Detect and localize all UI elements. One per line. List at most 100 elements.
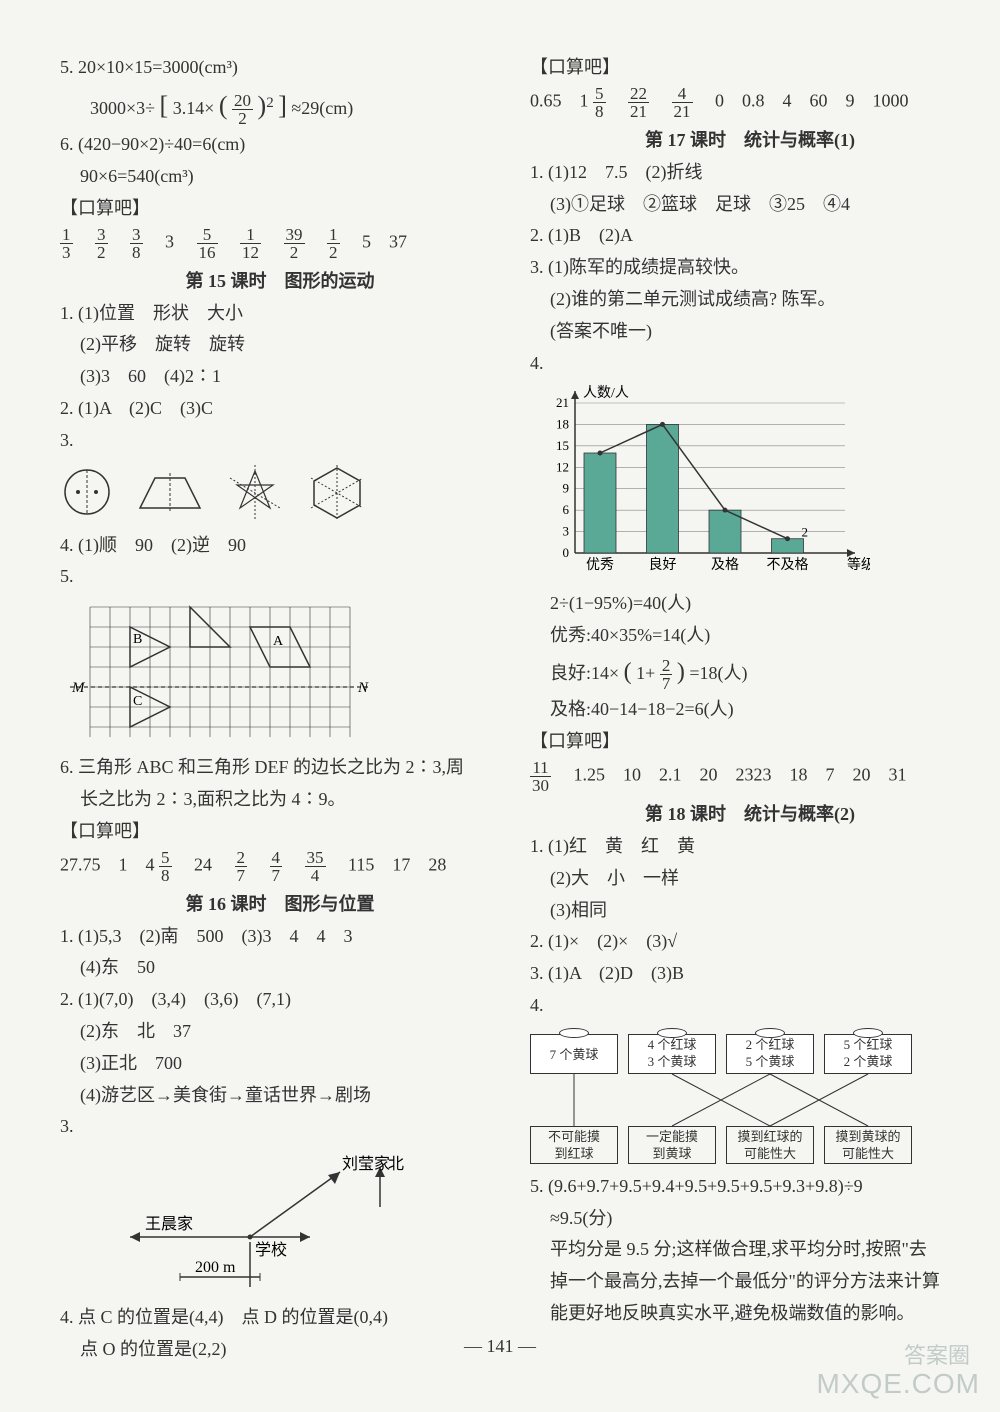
svg-text:不及格: 不及格	[767, 557, 809, 573]
l15-1-3: (3)3 60 (4)2∶1	[60, 362, 500, 391]
circle-icon	[60, 465, 115, 520]
l15-6b: 长之比为 2∶3,面积之比为 4∶9。	[60, 785, 500, 814]
fraction: 12	[327, 226, 340, 261]
svg-text:N: N	[357, 680, 369, 696]
fraction: 392	[284, 226, 305, 261]
l16-3: 3.	[60, 1112, 500, 1141]
svg-text:M: M	[71, 680, 86, 696]
l18-5b: ≈9.5(分)	[530, 1204, 970, 1233]
svg-text:良好: 良好	[649, 557, 677, 573]
fraction: 38	[130, 226, 143, 261]
fraction: 27	[660, 657, 673, 692]
l18-1-2: (2)大 小 一样	[530, 864, 970, 893]
heading-18: 第 18 课时 统计与概率(2)	[530, 800, 970, 826]
text: 24	[176, 854, 230, 874]
svg-text:A: A	[273, 634, 284, 649]
box-bot-2: 摸到红球的可能性大	[726, 1126, 814, 1164]
q5-line2: 3000×3÷ [ 3.14× ( 20 2 )2 ] ≈29(cm)	[60, 85, 500, 127]
text: 3.14×	[173, 98, 215, 118]
grid-diagram: M N B A C	[60, 597, 380, 747]
l16-2-3: (3)正北 700	[60, 1049, 500, 1078]
text: 5 37	[362, 231, 407, 251]
paren: )	[258, 91, 267, 120]
svg-text:15: 15	[556, 438, 569, 453]
svg-text:12: 12	[556, 460, 569, 475]
svg-text:B: B	[133, 632, 142, 647]
text: 良好:14×	[550, 663, 619, 683]
l15-6a: 6. 三角形 ABC 和三角形 DEF 的边长之比为 2∶3,周	[60, 753, 500, 782]
trapezoid-icon	[135, 468, 205, 518]
text: 27.75 1 4	[60, 854, 155, 874]
kousuan-label: 【口算吧】	[60, 817, 500, 846]
l17-4: 4.	[530, 349, 970, 378]
q6-line1: 6. (420−90×2)÷40=6(cm)	[60, 130, 500, 159]
watermark-cn: 答案圈	[904, 1338, 970, 1370]
box-bot-0: 不可能摸到红球	[530, 1126, 618, 1164]
compass-diagram: 刘莹家 北 王晨家 学校 200 m	[110, 1147, 410, 1297]
l16-2-1: 2. (1)(7,0) (3,4) (3,6) (7,1)	[60, 985, 500, 1014]
left-column: 5. 20×10×15=3000(cm³) 3000×3÷ [ 3.14× ( …	[60, 50, 500, 1367]
l16-2-4: (4)游艺区→美食街→童话世界→剧场	[60, 1081, 500, 1110]
l18-5a: 5. (9.6+9.7+9.5+9.4+9.5+9.5+9.5+9.3+9.8)…	[530, 1172, 970, 1201]
l17-calc4: 及格:40−14−18−2=6(人)	[530, 695, 970, 724]
l17-3-1: 3. (1)陈军的成绩提高较快。	[530, 253, 970, 282]
text: 0.65 1	[530, 90, 589, 110]
svg-text:2: 2	[802, 525, 809, 540]
l15-1-1: 1. (1)位置 形状 大小	[60, 299, 500, 328]
text: 0 0.8 4 60 9 1000	[697, 90, 909, 110]
paren: (	[624, 659, 632, 685]
svg-text:刘莹家: 刘莹家	[342, 1155, 390, 1173]
l18-5d: 掉一个最高分,去掉一个最低分"的评分方法来计算	[530, 1267, 970, 1296]
l18-4: 4.	[530, 991, 970, 1020]
svg-text:6: 6	[563, 503, 570, 518]
right-column: 【口算吧】 0.65 1 58 2221 421 0 0.8 4 60 9 10…	[530, 50, 970, 1367]
text: 3000×3÷	[90, 98, 155, 118]
heading-16: 第 16 课时 图形与位置	[60, 890, 500, 916]
l15-4: 4. (1)顺 90 (2)逆 90	[60, 531, 500, 560]
text: ≈29(cm)	[291, 98, 353, 118]
box-bot-1: 一定能摸到黄球	[628, 1126, 716, 1164]
text: 1+	[636, 663, 655, 683]
l17-1-1: 1. (1)12 7.5 (2)折线	[530, 158, 970, 187]
kousuan-label: 【口算吧】	[530, 53, 970, 82]
fraction: 516	[197, 226, 218, 261]
svg-text:学校: 学校	[255, 1241, 287, 1259]
fraction: 47	[270, 849, 283, 884]
text: 3	[165, 231, 174, 251]
fraction: 58	[159, 849, 172, 884]
svg-text:北: 北	[388, 1155, 404, 1173]
star-icon	[225, 463, 285, 523]
svg-text:C: C	[133, 694, 142, 709]
l18-2: 2. (1)× (2)× (3)√	[530, 927, 970, 956]
svg-text:王晨家: 王晨家	[145, 1215, 193, 1233]
shapes-row	[60, 463, 500, 523]
svg-text:等级: 等级	[847, 556, 870, 573]
ks3: 0.65 1 58 2221 421 0 0.8 4 60 9 1000	[530, 85, 970, 120]
bracket: ]	[278, 91, 287, 120]
fraction: 13	[60, 226, 73, 261]
ks2: 27.75 1 4 58 24 27 47 354 115 17 28	[60, 849, 500, 884]
svg-text:21: 21	[556, 395, 569, 410]
hexagon-icon	[305, 463, 370, 523]
heading-15: 第 15 课时 图形的运动	[60, 267, 500, 293]
l17-1-2: (3)①足球 ②篮球 足球 ③25 ④4	[530, 190, 970, 219]
heading-17: 第 17 课时 统计与概率(1)	[530, 126, 970, 152]
fraction: 1130	[530, 759, 551, 794]
l16-2-2: (2)东 北 37	[60, 1017, 500, 1046]
q5-line1: 5. 20×10×15=3000(cm³)	[60, 53, 500, 82]
fraction: 112	[240, 226, 261, 261]
l16-1-2: (4)东 50	[60, 953, 500, 982]
l17-calc3: 良好:14× ( 1+ 27 ) =18(人)	[530, 653, 970, 692]
bar-chart: 036912151821人数/人等级优秀良好及格不及格2	[530, 383, 870, 583]
fraction: 58	[593, 85, 606, 120]
text: 115 17 28	[330, 854, 446, 874]
svg-text:18: 18	[556, 417, 569, 432]
paren: )	[677, 659, 685, 685]
l16-1-1: 1. (1)5,3 (2)南 500 (3)3 4 4 3	[60, 922, 500, 951]
svg-text:人数/人: 人数/人	[583, 385, 629, 401]
q6-line2: 90×6=540(cm³)	[60, 162, 500, 191]
l15-1-2: (2)平移 旋转 旋转	[60, 330, 500, 359]
l15-3: 3.	[60, 426, 500, 455]
fraction: 2221	[628, 85, 649, 120]
l15-5: 5.	[60, 562, 500, 591]
